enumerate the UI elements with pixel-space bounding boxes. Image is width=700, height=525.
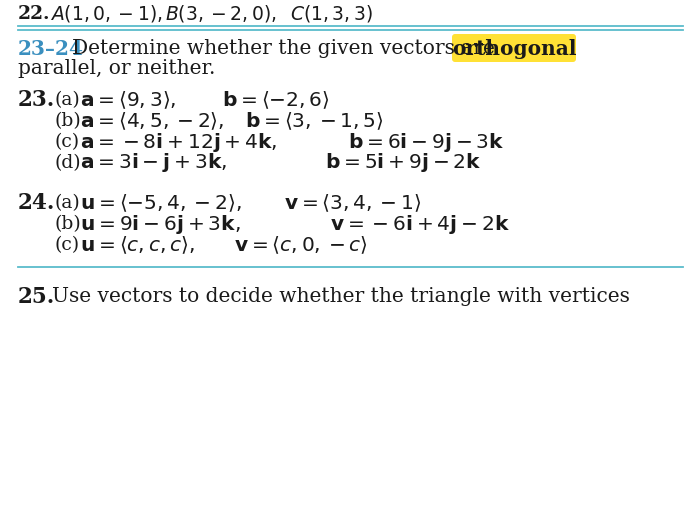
Text: parallel, or neither.: parallel, or neither. <box>18 59 216 79</box>
Text: $\mathbf{a} = 3\mathbf{i} - \mathbf{j} + 3\mathbf{k},$: $\mathbf{a} = 3\mathbf{i} - \mathbf{j} +… <box>80 152 227 174</box>
Text: (d): (d) <box>55 154 82 172</box>
Text: (a): (a) <box>55 91 80 109</box>
Text: Determine whether the given vectors are: Determine whether the given vectors are <box>72 39 495 58</box>
Text: $\mathbf{a} = \langle 4, 5, -2\rangle,$: $\mathbf{a} = \langle 4, 5, -2\rangle,$ <box>80 110 224 132</box>
Text: $\mathbf{u} = \langle{-5}, 4, -2\rangle,$: $\mathbf{u} = \langle{-5}, 4, -2\rangle,… <box>80 192 242 214</box>
Text: (c): (c) <box>55 133 80 151</box>
Text: $\mathbf{v} = \langle 3, 4, -1\rangle$: $\mathbf{v} = \langle 3, 4, -1\rangle$ <box>284 192 421 214</box>
Text: 23–24: 23–24 <box>18 39 84 59</box>
Text: $\mathbf{a} = -8\mathbf{i} + 12\mathbf{j} + 4\mathbf{k},$: $\mathbf{a} = -8\mathbf{i} + 12\mathbf{j… <box>80 131 277 153</box>
Text: Use vectors to decide whether the triangle with vertices: Use vectors to decide whether the triang… <box>52 288 630 307</box>
Text: $\mathbf{u} = \langle c, c, c\rangle,$: $\mathbf{u} = \langle c, c, c\rangle,$ <box>80 234 195 256</box>
Text: $\mathbf{v} = \langle c, 0, -c\rangle$: $\mathbf{v} = \langle c, 0, -c\rangle$ <box>234 234 368 256</box>
Text: 23.: 23. <box>18 89 55 111</box>
Text: 22.: 22. <box>18 5 50 23</box>
Text: $\mathbf{a} = \langle 9, 3\rangle,$: $\mathbf{a} = \langle 9, 3\rangle,$ <box>80 89 176 111</box>
FancyBboxPatch shape <box>452 34 576 62</box>
Text: $\mathbf{u} = 9\mathbf{i} - 6\mathbf{j} + 3\mathbf{k},$: $\mathbf{u} = 9\mathbf{i} - 6\mathbf{j} … <box>80 213 241 236</box>
Text: $B(3, -2, 0),$: $B(3, -2, 0),$ <box>165 4 276 25</box>
Text: (b): (b) <box>55 215 82 233</box>
Text: 24.: 24. <box>18 192 55 214</box>
Text: $\mathbf{b} = 5\mathbf{i} + 9\mathbf{j} - 2\mathbf{k}$: $\mathbf{b} = 5\mathbf{i} + 9\mathbf{j} … <box>325 152 482 174</box>
Text: $\mathbf{b} = \langle{-2}, 6\rangle$: $\mathbf{b} = \langle{-2}, 6\rangle$ <box>222 89 330 111</box>
Text: $\mathbf{v} = -6\mathbf{i} + 4\mathbf{j} - 2\mathbf{k}$: $\mathbf{v} = -6\mathbf{i} + 4\mathbf{j}… <box>330 213 510 236</box>
Text: $A(1, 0, -1),$: $A(1, 0, -1),$ <box>50 4 162 25</box>
Text: 25.: 25. <box>18 286 55 308</box>
Text: $\mathbf{b} = \langle 3, -1, 5\rangle$: $\mathbf{b} = \langle 3, -1, 5\rangle$ <box>245 110 384 132</box>
Text: $C(1, 3, 3)$: $C(1, 3, 3)$ <box>290 4 373 25</box>
Text: (b): (b) <box>55 112 82 130</box>
Text: $\mathbf{b} = 6\mathbf{i} - 9\mathbf{j} - 3\mathbf{k}$: $\mathbf{b} = 6\mathbf{i} - 9\mathbf{j} … <box>348 131 505 153</box>
Text: orthogonal: orthogonal <box>452 39 576 59</box>
Text: (c): (c) <box>55 236 80 254</box>
Text: (a): (a) <box>55 194 80 212</box>
